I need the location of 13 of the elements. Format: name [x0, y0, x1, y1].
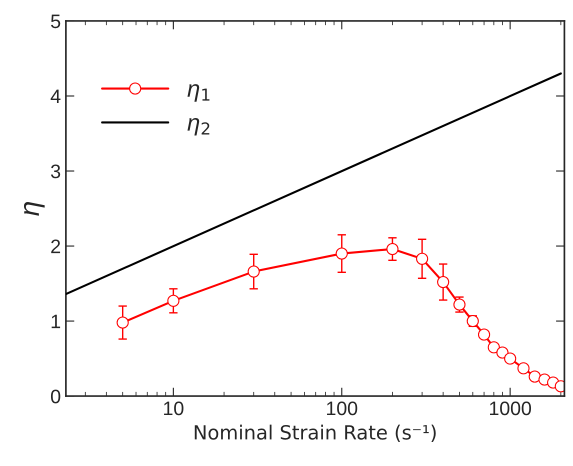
- y-tick-label: 5: [51, 14, 60, 28]
- y-tick-label: 1: [52, 314, 60, 328]
- y-tick-label: 0: [50, 390, 60, 404]
- y-tick-label: 4: [50, 90, 60, 104]
- y-tick-label: 3: [50, 164, 60, 178]
- legend-label: η$_{1}$: [187, 84, 210, 102]
- x-tick-label: 100: [327, 401, 358, 416]
- y-tick-label: 2: [51, 240, 60, 254]
- legend-label: η$_{2}$: [187, 118, 210, 136]
- x-axis-title: Nominal Strain Rate (s⁻¹): [194, 424, 436, 442]
- y-axis-title: η: [24, 202, 45, 216]
- x-tick-label: 1000: [490, 401, 532, 416]
- x-tick-label: 10: [164, 401, 184, 416]
